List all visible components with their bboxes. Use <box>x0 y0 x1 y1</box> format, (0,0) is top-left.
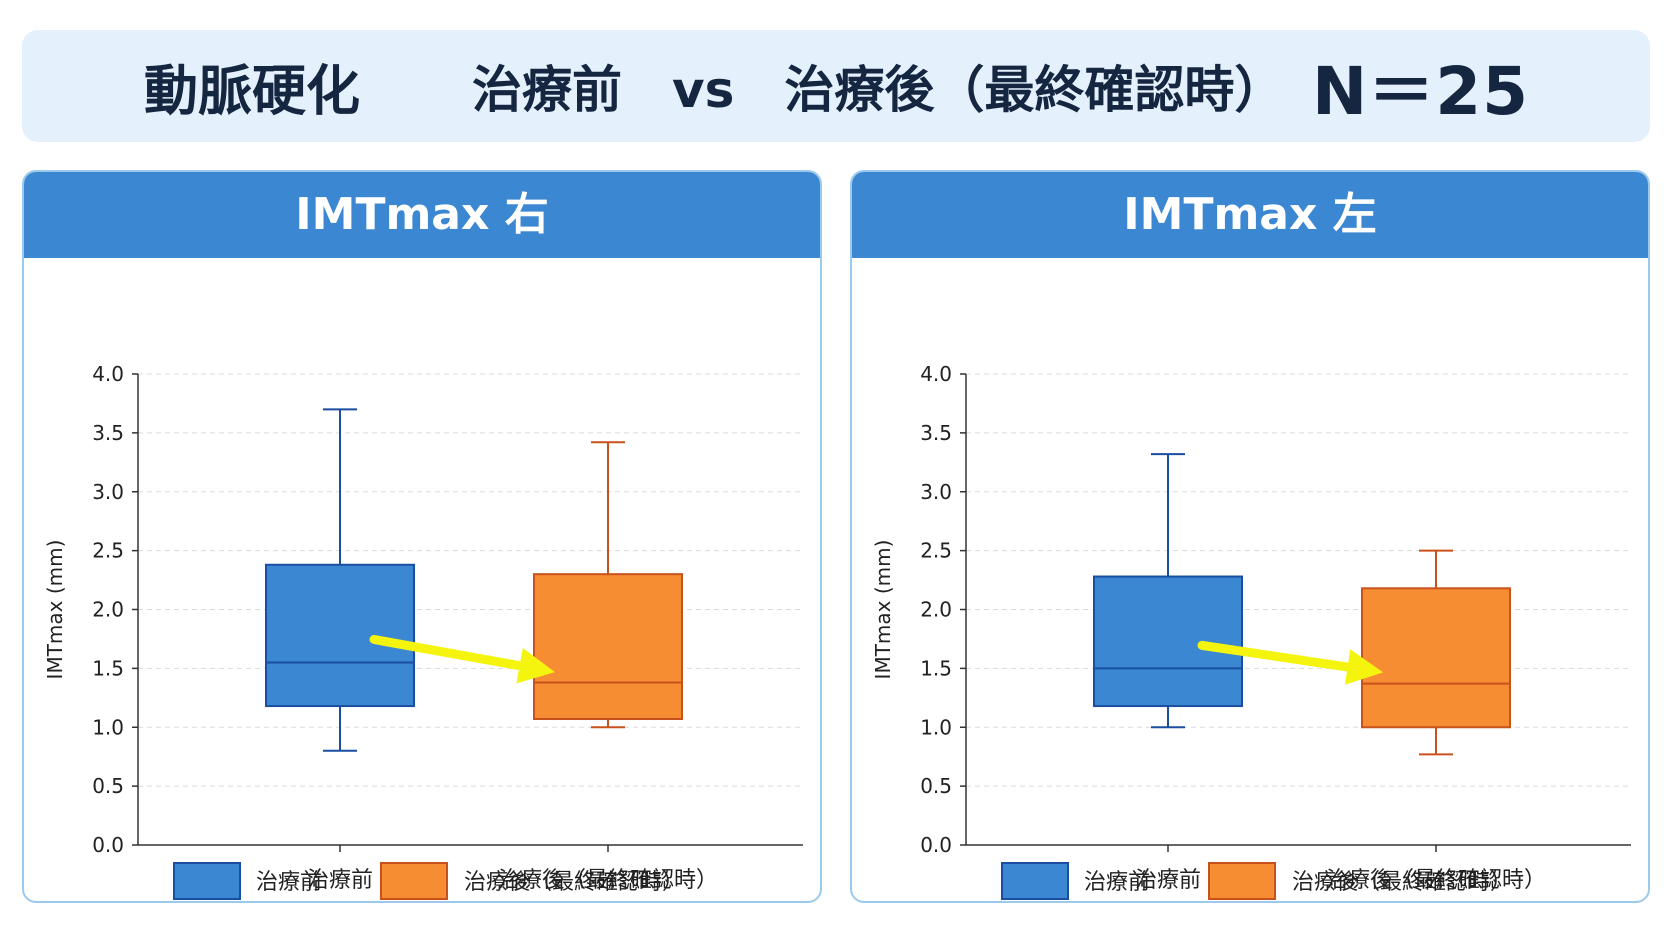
banner-comparison: 治療前 vs 治療後（最終確認時） <box>472 61 1285 119</box>
y-tick-label: 0.0 <box>920 833 952 857</box>
y-tick-label: 2.5 <box>920 539 952 563</box>
y-tick-label: 0.5 <box>92 774 124 798</box>
y-tick-label: 2.0 <box>92 598 124 622</box>
y-axis-label: IMTmax (mm) <box>871 540 895 680</box>
legend-label-before: 治療前 <box>256 870 322 895</box>
y-tick-label: 0.0 <box>92 833 124 857</box>
legend-label-after: 治療後（最終確認時） <box>464 870 684 895</box>
chart-panel-right-imt: IMTmax 右 0.0 0.5 1.0 1.5 2.0 2.5 3.0 3.5 4.0 IMTm… <box>22 170 822 903</box>
boxplot-svg: 0.0 0.5 1.0 1.5 2.0 2.5 3.0 3.5 4.0 IMTmax (mm) 治療… <box>871 362 1631 900</box>
y-tick-label: 1.0 <box>920 715 952 739</box>
legend-swatch-before <box>173 862 241 900</box>
x-tick-label: 治療前 <box>1135 868 1201 893</box>
chart-title: IMTmax 左 <box>852 172 1648 258</box>
trend-arrow <box>1197 640 1384 685</box>
y-tick-label: 3.0 <box>920 480 952 504</box>
boxplot-svg: 0.0 0.5 1.0 1.5 2.0 2.5 3.0 3.5 4.0 IMTmax (mm) 治療… <box>43 362 803 900</box>
chart-title: IMTmax 右 <box>24 172 820 258</box>
x-tick-label: 治療前 <box>307 868 373 893</box>
y-tick-label: 1.5 <box>92 656 124 680</box>
trend-arrow <box>369 634 556 684</box>
box-before <box>1093 575 1243 708</box>
legend-label-after: 治療後（最終確認時） <box>1292 870 1512 895</box>
x-tick-label: 治療後（最終確認時） <box>498 868 718 893</box>
y-tick-label: 1.0 <box>92 715 124 739</box>
banner-sample-size: N＝25 <box>1312 53 1530 130</box>
legend-label-before: 治療前 <box>1084 870 1150 895</box>
y-tick-label: 2.0 <box>920 598 952 622</box>
y-tick-label: 3.5 <box>920 421 952 445</box>
y-axis-label: IMTmax (mm) <box>43 540 67 680</box>
y-tick-label: 2.5 <box>92 539 124 563</box>
legend-swatch-after <box>1208 862 1276 900</box>
y-tick-label: 4.0 <box>920 362 952 386</box>
y-tick-label: 3.5 <box>92 421 124 445</box>
y-tick-label: 4.0 <box>92 362 124 386</box>
chart-panel-left-imt: IMTmax 左 0.0 0.5 1.0 1.5 2.0 2.5 3.0 3.5 4.0 IMTm… <box>850 170 1650 903</box>
y-tick-label: 0.5 <box>920 774 952 798</box>
box-before <box>265 563 415 708</box>
y-tick-label: 3.0 <box>92 480 124 504</box>
x-tick-label: 治療後（最終確認時） <box>1326 868 1546 893</box>
legend-swatch-after <box>380 862 448 900</box>
banner-disease: 動脈硬化 <box>144 59 360 123</box>
title-banner: 動脈硬化 治療前 vs 治療後（最終確認時） N＝25 <box>22 30 1650 142</box>
y-tick-label: 1.5 <box>920 656 952 680</box>
legend-swatch-before <box>1001 862 1069 900</box>
box-after <box>533 573 683 721</box>
box-after <box>1361 587 1511 729</box>
